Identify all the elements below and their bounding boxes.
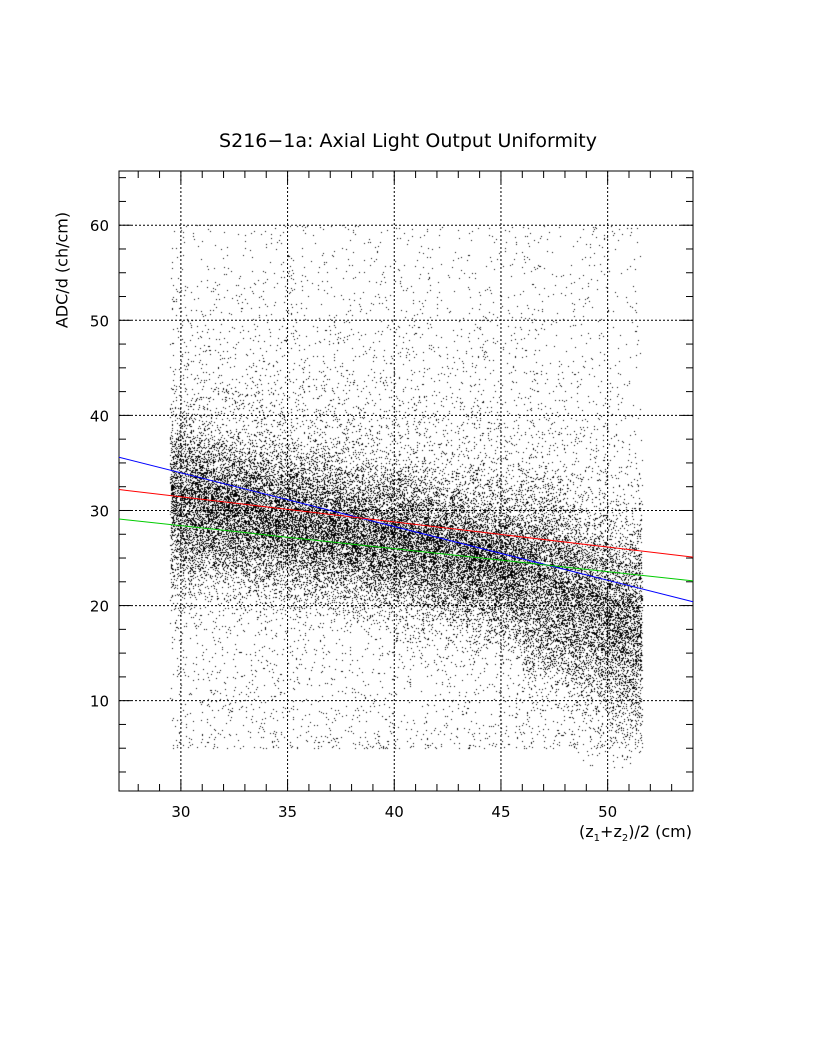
x-tick-label: 45 bbox=[491, 803, 510, 821]
x-label-open: (z bbox=[579, 822, 594, 841]
x-tick-label: 50 bbox=[598, 803, 617, 821]
green-fit-line bbox=[118, 518, 694, 582]
y-tick-label: 50 bbox=[90, 312, 109, 330]
chart-title: S216−1a: Axial Light Output Uniformity bbox=[219, 130, 597, 152]
x-label-sub1: 1 bbox=[593, 833, 601, 845]
y-tick-label: 20 bbox=[90, 598, 109, 616]
x-label-plus: +z bbox=[600, 822, 622, 841]
red-fit-line bbox=[118, 489, 694, 558]
y-tick-label: 10 bbox=[90, 693, 109, 711]
y-tick-label: 40 bbox=[90, 407, 109, 425]
x-tick-label: 40 bbox=[385, 803, 404, 821]
plot-frame bbox=[118, 170, 694, 792]
x-axis-label: (z1+z2)/2 (cm) bbox=[579, 822, 692, 844]
x-label-sub2: 2 bbox=[621, 833, 629, 845]
x-label-close: )/2 (cm) bbox=[628, 822, 692, 841]
blue-fit-line bbox=[118, 456, 694, 603]
y-tick-label: 60 bbox=[90, 217, 109, 235]
x-tick-label: 30 bbox=[171, 803, 190, 821]
x-tick-label: 35 bbox=[278, 803, 297, 821]
y-tick-label: 30 bbox=[90, 502, 109, 520]
